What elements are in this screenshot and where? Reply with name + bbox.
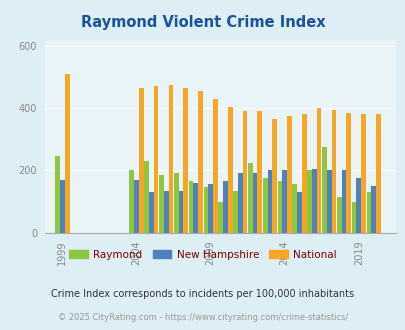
Bar: [222, 181, 227, 233]
Bar: [326, 170, 331, 233]
Bar: [366, 192, 370, 233]
Bar: [149, 192, 153, 233]
Bar: [129, 170, 134, 233]
Bar: [316, 108, 321, 233]
Legend: Raymond, New Hampshire, National: Raymond, New Hampshire, National: [65, 246, 340, 264]
Bar: [360, 114, 365, 233]
Bar: [356, 178, 360, 233]
Bar: [341, 170, 345, 233]
Bar: [134, 180, 139, 233]
Bar: [159, 175, 163, 233]
Bar: [311, 169, 316, 233]
Bar: [296, 192, 301, 233]
Bar: [292, 184, 296, 233]
Bar: [173, 174, 178, 233]
Bar: [227, 107, 232, 233]
Bar: [262, 178, 267, 233]
Bar: [153, 86, 158, 233]
Text: Crime Index corresponds to incidents per 100,000 inhabitants: Crime Index corresponds to incidents per…: [51, 289, 354, 299]
Bar: [336, 197, 341, 233]
Bar: [183, 88, 188, 233]
Bar: [286, 116, 291, 233]
Bar: [198, 91, 202, 233]
Bar: [60, 180, 65, 233]
Bar: [218, 202, 222, 233]
Bar: [267, 170, 272, 233]
Bar: [193, 183, 198, 233]
Bar: [188, 181, 193, 233]
Bar: [257, 111, 262, 233]
Bar: [237, 174, 242, 233]
Bar: [242, 111, 247, 233]
Bar: [345, 113, 350, 233]
Bar: [321, 147, 326, 233]
Bar: [178, 191, 183, 233]
Bar: [351, 202, 356, 233]
Bar: [307, 170, 311, 233]
Bar: [272, 119, 276, 233]
Bar: [55, 156, 60, 233]
Bar: [168, 85, 173, 233]
Bar: [65, 74, 69, 233]
Bar: [213, 99, 217, 233]
Bar: [203, 186, 208, 233]
Bar: [375, 114, 380, 233]
Bar: [163, 191, 168, 233]
Bar: [139, 88, 143, 233]
Text: © 2025 CityRating.com - https://www.cityrating.com/crime-statistics/: © 2025 CityRating.com - https://www.city…: [58, 313, 347, 322]
Bar: [144, 161, 149, 233]
Bar: [252, 174, 257, 233]
Text: Raymond Violent Crime Index: Raymond Violent Crime Index: [81, 15, 324, 30]
Bar: [208, 184, 213, 233]
Bar: [281, 170, 286, 233]
Bar: [301, 114, 306, 233]
Bar: [277, 181, 281, 233]
Bar: [247, 163, 252, 233]
Bar: [370, 186, 375, 233]
Bar: [331, 110, 335, 233]
Bar: [232, 191, 237, 233]
